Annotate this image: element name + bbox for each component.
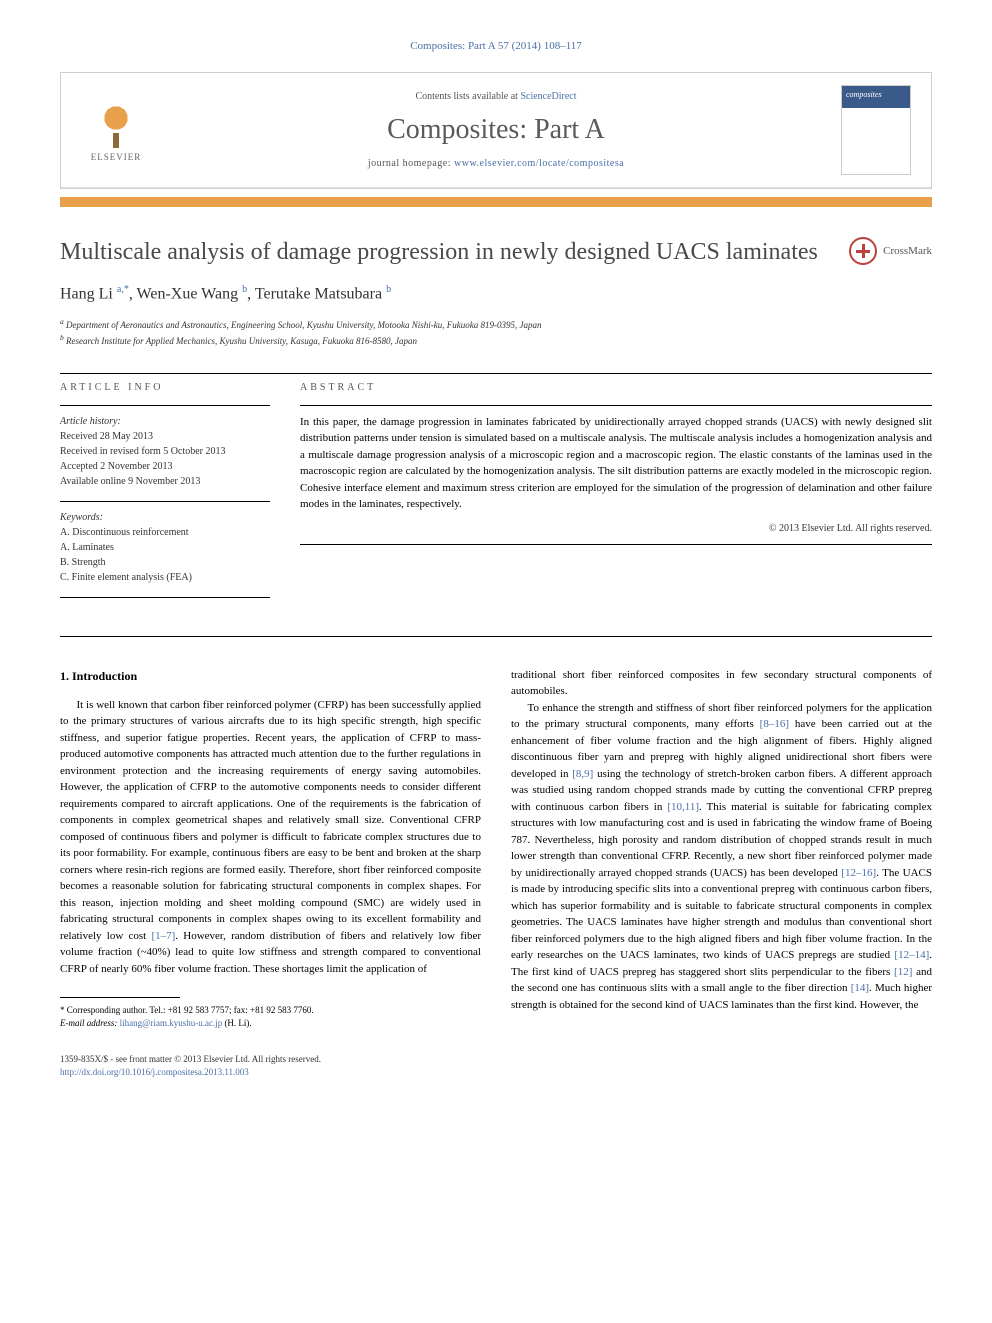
author-name: Terutake Matsubara bbox=[255, 286, 382, 303]
ref-link[interactable]: [8,9] bbox=[572, 768, 593, 780]
keywords-label: Keywords: bbox=[60, 510, 270, 525]
article-title: Multiscale analysis of damage progressio… bbox=[60, 237, 829, 268]
article-info-heading: ARTICLE INFO bbox=[60, 382, 270, 393]
journal-header: ELSEVIER Contents lists available at Sci… bbox=[60, 72, 932, 189]
footnote-email-link[interactable]: lihang@riam.kyushu-u.ac.jp bbox=[120, 1018, 223, 1028]
author-mark: a,* bbox=[117, 284, 129, 295]
history-label: Article history: bbox=[60, 414, 270, 429]
sciencedirect-link[interactable]: ScienceDirect bbox=[520, 91, 576, 102]
abstract-text: In this paper, the damage progression in… bbox=[300, 414, 932, 513]
crossmark-icon bbox=[849, 237, 877, 265]
footnote-corr: * Corresponding author. Tel.: +81 92 583… bbox=[60, 1004, 481, 1017]
body-paragraph: It is well known that carbon fiber reinf… bbox=[60, 697, 481, 978]
homepage-prefix: journal homepage: bbox=[368, 158, 454, 169]
history-item: Accepted 2 November 2013 bbox=[60, 459, 270, 474]
homepage-line: journal homepage: www.elsevier.com/locat… bbox=[151, 158, 841, 169]
footnote-email-label: E-mail address: bbox=[60, 1018, 117, 1028]
corresponding-author-footnote: * Corresponding author. Tel.: +81 92 583… bbox=[60, 1004, 481, 1029]
author-mark: b bbox=[386, 284, 391, 295]
author-name: Hang Li bbox=[60, 286, 113, 303]
ref-link[interactable]: [10,11] bbox=[667, 801, 699, 813]
ref-link[interactable]: [12] bbox=[894, 966, 912, 978]
footnote-separator bbox=[60, 997, 180, 998]
elsevier-tree-icon bbox=[91, 98, 141, 148]
section-divider bbox=[60, 373, 932, 374]
contents-prefix: Contents lists available at bbox=[415, 91, 520, 102]
body-column-right: traditional short fiber reinforced compo… bbox=[511, 667, 932, 1030]
crossmark-label: CrossMark bbox=[883, 245, 932, 257]
abstract-heading: ABSTRACT bbox=[300, 382, 932, 393]
footer-doi-link[interactable]: http://dx.doi.org/10.1016/j.compositesa.… bbox=[60, 1067, 249, 1077]
citation-line: Composites: Part A 57 (2014) 108–117 bbox=[60, 40, 932, 52]
journal-name: Composites: Part A bbox=[151, 114, 841, 146]
ref-link[interactable]: [1–7] bbox=[151, 930, 175, 942]
keywords-list: A. Discontinuous reinforcementA. Laminat… bbox=[60, 525, 270, 585]
body-paragraph-lead: traditional short fiber reinforced compo… bbox=[511, 667, 932, 700]
article-info-column: ARTICLE INFO Article history: Received 2… bbox=[60, 382, 270, 606]
body-paragraph: To enhance the strength and stiffness of… bbox=[511, 700, 932, 1014]
history-item: Received 28 May 2013 bbox=[60, 429, 270, 444]
history-item: Available online 9 November 2013 bbox=[60, 474, 270, 489]
elsevier-logo: ELSEVIER bbox=[81, 90, 151, 170]
author-mark: b bbox=[242, 284, 247, 295]
ref-link[interactable]: [14] bbox=[851, 982, 869, 994]
affiliations: a Department of Aeronautics and Astronau… bbox=[60, 316, 932, 349]
crossmark-badge[interactable]: CrossMark bbox=[849, 237, 932, 265]
keyword-item: A. Laminates bbox=[60, 540, 270, 555]
footnote-email-name: (H. Li). bbox=[224, 1018, 251, 1028]
keyword-item: B. Strength bbox=[60, 555, 270, 570]
orange-divider-bar bbox=[60, 197, 932, 207]
section-1-heading: 1. Introduction bbox=[60, 667, 481, 685]
body-columns: 1. Introduction It is well known that ca… bbox=[60, 667, 932, 1030]
affiliation-line: a Department of Aeronautics and Astronau… bbox=[60, 316, 932, 333]
contents-line: Contents lists available at ScienceDirec… bbox=[151, 91, 841, 102]
authors-line: Hang Li a,*, Wen-Xue Wang b, Terutake Ma… bbox=[60, 284, 932, 303]
ref-link[interactable]: [12–14] bbox=[894, 949, 929, 961]
page-footer: 1359-835X/$ - see front matter © 2013 El… bbox=[60, 1053, 932, 1078]
body-column-left: 1. Introduction It is well known that ca… bbox=[60, 667, 481, 1030]
author-name: Wen-Xue Wang bbox=[137, 286, 239, 303]
journal-cover-thumbnail bbox=[841, 85, 911, 175]
ref-link[interactable]: [12–16] bbox=[841, 867, 876, 879]
abstract-copyright: © 2013 Elsevier Ltd. All rights reserved… bbox=[300, 523, 932, 534]
abstract-column: ABSTRACT In this paper, the damage progr… bbox=[300, 382, 932, 606]
affiliation-line: b Research Institute for Applied Mechani… bbox=[60, 332, 932, 349]
ref-link[interactable]: [8–16] bbox=[760, 718, 789, 730]
footer-issn: 1359-835X/$ - see front matter © 2013 El… bbox=[60, 1053, 932, 1066]
keyword-item: C. Finite element analysis (FEA) bbox=[60, 570, 270, 585]
history-list: Received 28 May 2013Received in revised … bbox=[60, 429, 270, 489]
homepage-link[interactable]: www.elsevier.com/locate/compositesa bbox=[454, 158, 624, 169]
keyword-item: A. Discontinuous reinforcement bbox=[60, 525, 270, 540]
history-item: Received in revised form 5 October 2013 bbox=[60, 444, 270, 459]
elsevier-text: ELSEVIER bbox=[91, 152, 142, 162]
